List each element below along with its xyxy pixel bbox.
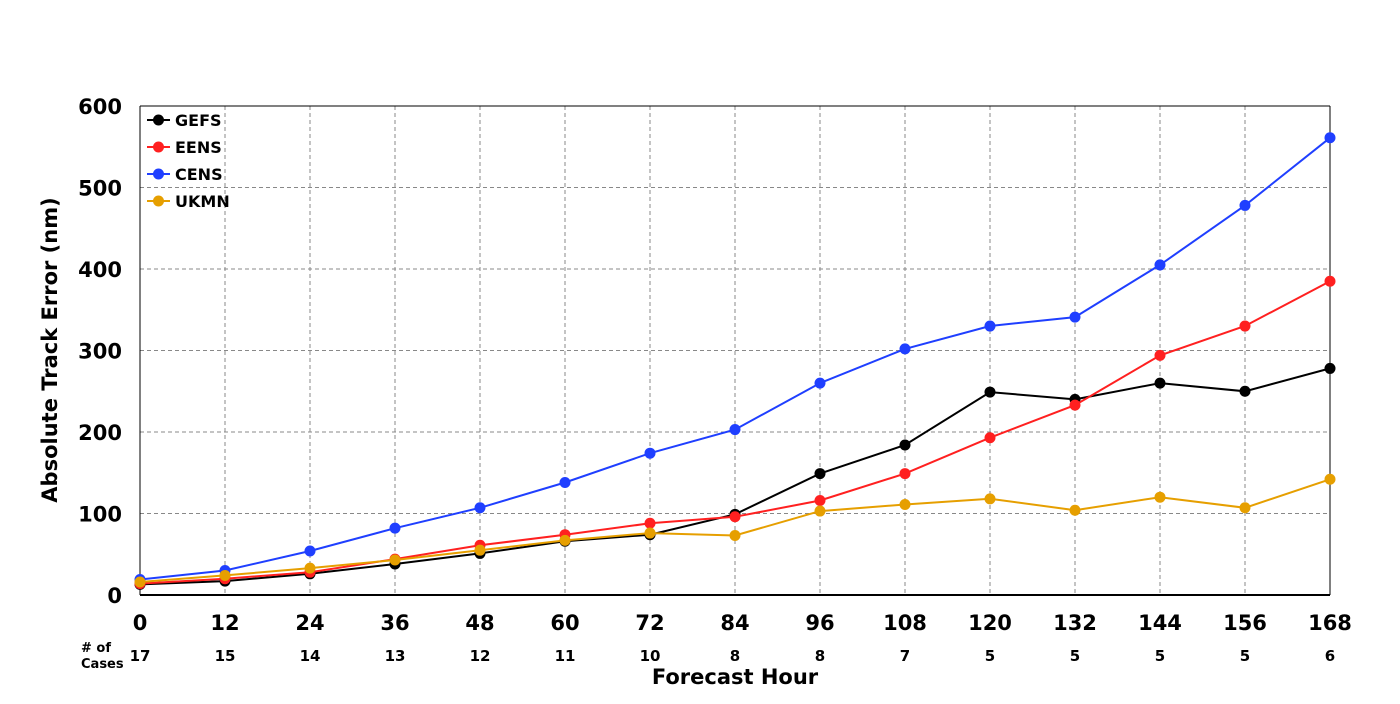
legend-label: UKMN — [175, 192, 230, 211]
data-point-cens — [899, 343, 911, 355]
data-point-ukmn — [984, 493, 996, 505]
x-tick-label: 108 — [883, 611, 927, 635]
data-point-cens — [1154, 259, 1166, 271]
data-point-gefs — [814, 468, 826, 480]
y-axis-title: Absolute Track Error (nm) — [38, 197, 62, 502]
x-tick-label: 36 — [380, 611, 409, 635]
legend: GEFS EENS CENS UKMN — [147, 111, 230, 211]
cases-count: 15 — [215, 647, 236, 665]
y-tick-label: 600 — [78, 95, 122, 119]
x-tick-label: 0 — [133, 611, 148, 635]
cases-count: 14 — [300, 647, 321, 665]
data-point-ukmn — [474, 544, 486, 556]
x-tick-label: 168 — [1308, 611, 1352, 635]
data-point-gefs — [984, 386, 996, 398]
cases-count: 5 — [1155, 647, 1165, 665]
data-point-ukmn — [899, 499, 911, 511]
cases-count: 7 — [900, 647, 910, 665]
data-point-ukmn — [729, 530, 741, 542]
y-tick-label: 400 — [78, 258, 122, 282]
y-tick-label: 200 — [78, 421, 122, 445]
data-point-cens — [304, 545, 316, 557]
data-point-eens — [1324, 275, 1336, 287]
data-point-ukmn — [814, 505, 826, 517]
x-tick-label: 48 — [465, 611, 494, 635]
data-point-ukmn — [219, 569, 231, 581]
axes — [139, 105, 1331, 596]
data-point-cens — [559, 477, 571, 489]
data-point-cens — [644, 447, 656, 459]
data-point-eens — [984, 432, 996, 444]
data-point-cens — [1324, 132, 1336, 144]
data-point-eens — [729, 511, 741, 523]
tick-labels: 0 12 24 36 48 60 72 84 96 108 120 132 144 156 168 0 100 2… — [78, 95, 1352, 635]
data-point-ukmn — [389, 554, 401, 566]
legend-label: GEFS — [175, 111, 222, 130]
data-point-ukmn — [1324, 473, 1336, 485]
data-point-cens — [984, 320, 996, 332]
data-point-ukmn — [1154, 491, 1166, 503]
legend-swatch-marker — [153, 168, 164, 180]
legend-label: CENS — [175, 165, 223, 184]
cases-count: 5 — [1070, 647, 1080, 665]
cases-count: 13 — [385, 647, 406, 665]
data-point-gefs — [1324, 362, 1336, 374]
data-point-eens — [1069, 399, 1081, 411]
data-point-gefs — [1154, 377, 1166, 389]
x-tick-label: 156 — [1223, 611, 1267, 635]
x-tick-label: 12 — [210, 611, 239, 635]
data-point-cens — [389, 522, 401, 534]
cases-count: 5 — [1240, 647, 1250, 665]
x-tick-label: 132 — [1053, 611, 1097, 635]
x-tick-label: 96 — [805, 611, 834, 635]
x-tick-label: 144 — [1138, 611, 1182, 635]
data-point-ukmn — [559, 534, 571, 546]
series-lines — [134, 132, 1336, 590]
y-tick-label: 300 — [78, 340, 122, 364]
data-point-cens — [1069, 311, 1081, 323]
data-point-ukmn — [304, 562, 316, 574]
cases-count: 10 — [640, 647, 661, 665]
data-point-eens — [1239, 320, 1251, 332]
legend-swatch-marker — [153, 195, 164, 207]
x-tick-label: 60 — [550, 611, 579, 635]
legend-swatch-marker — [153, 114, 164, 126]
y-tick-label: 100 — [78, 503, 122, 527]
x-tick-label: 120 — [968, 611, 1012, 635]
data-point-cens — [729, 424, 741, 436]
cases-count: 11 — [555, 647, 576, 665]
data-point-cens — [474, 502, 486, 514]
x-tick-label: 72 — [635, 611, 664, 635]
data-point-eens — [1154, 349, 1166, 361]
data-point-cens — [814, 377, 826, 389]
cases-count: 8 — [730, 647, 740, 665]
data-point-gefs — [1239, 385, 1251, 397]
data-point-ukmn — [644, 527, 656, 539]
cases-heading: # of — [81, 641, 111, 656]
y-tick-label: 500 — [78, 177, 122, 201]
cases-count: 6 — [1325, 647, 1335, 665]
cases-count: 5 — [985, 647, 995, 665]
cases-count: 17 — [130, 647, 151, 665]
x-axis-title: Forecast Hour — [652, 665, 819, 689]
x-tick-label: 84 — [720, 611, 749, 635]
x-tick-label: 24 — [295, 611, 324, 635]
data-point-cens — [1239, 199, 1251, 211]
legend-label: EENS — [175, 138, 222, 157]
cases-count: 12 — [470, 647, 491, 665]
data-point-gefs — [899, 439, 911, 451]
cases-count: 8 — [815, 647, 825, 665]
data-point-ukmn — [134, 576, 146, 588]
data-point-eens — [814, 494, 826, 506]
data-point-eens — [899, 468, 911, 480]
data-point-eens — [644, 517, 656, 529]
cases-heading: Cases — [81, 657, 124, 672]
y-tick-label: 0 — [107, 584, 122, 608]
data-point-ukmn — [1239, 502, 1251, 514]
data-point-ukmn — [1069, 504, 1081, 516]
legend-swatch-marker — [153, 141, 164, 153]
